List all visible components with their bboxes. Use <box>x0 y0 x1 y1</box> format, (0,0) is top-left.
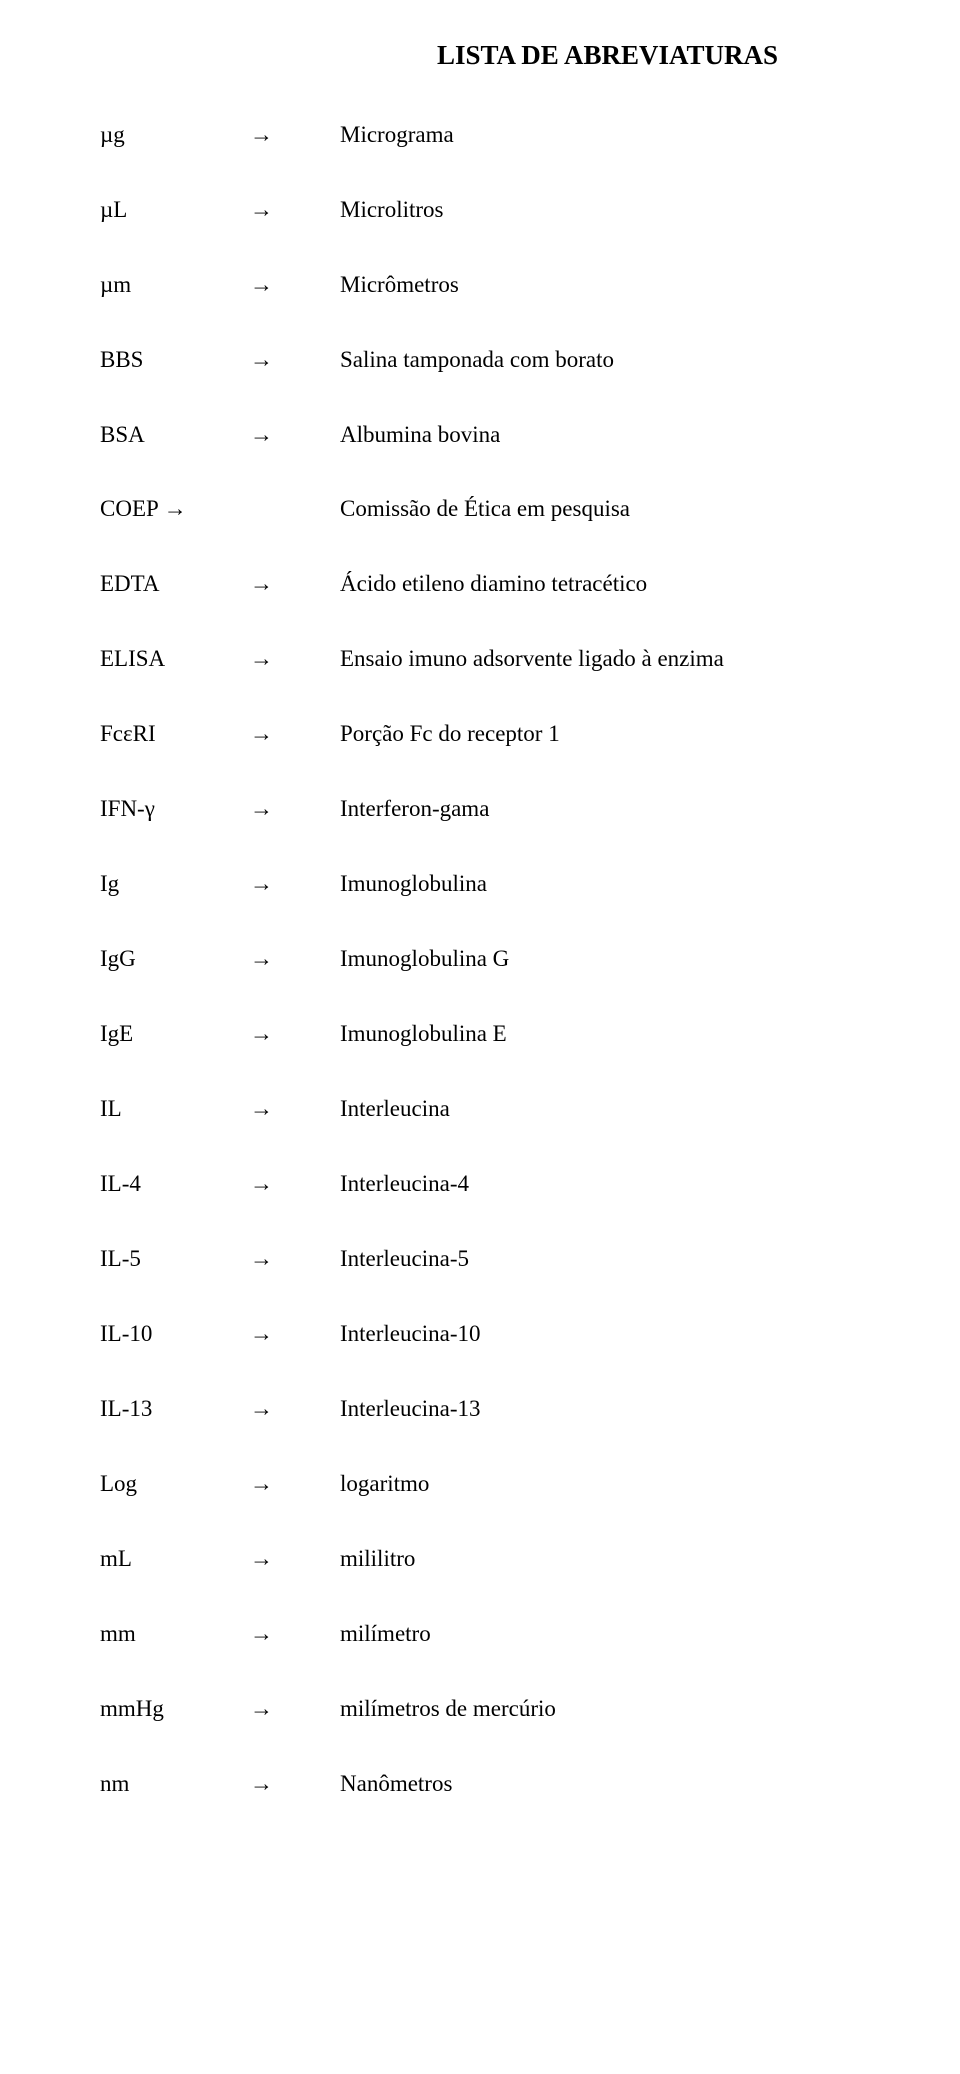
abbrev-value: mililitro <box>340 1546 880 1572</box>
abbrev-key: µL <box>100 197 250 223</box>
page-title: LISTA DE ABREVIATURAS <box>100 40 880 71</box>
abbrev-row: ELISA→Ensaio imuno adsorvente ligado à e… <box>100 645 880 672</box>
arrow-icon: → <box>250 795 340 822</box>
abbrev-key: IL-5 <box>100 1246 250 1272</box>
abbrev-value: Micrômetros <box>340 272 880 298</box>
abbrev-key: IL-13 <box>100 1396 250 1422</box>
abbrev-key: IL-10 <box>100 1321 250 1347</box>
abbrev-value: Nanômetros <box>340 1771 880 1797</box>
abbrev-key: IFN-γ <box>100 796 250 822</box>
arrow-icon: → <box>250 570 340 597</box>
abbrev-value: Imunoglobulina E <box>340 1021 880 1047</box>
abbrev-row: COEP → Comissão de Ética em pesquisa <box>100 496 880 522</box>
arrow-icon: → <box>250 271 340 298</box>
arrow-icon: → <box>250 1695 340 1722</box>
abbrev-row: BSA→Albumina bovina <box>100 421 880 448</box>
abbrev-key: FcεRI <box>100 721 250 747</box>
abbrev-value: Albumina bovina <box>340 422 880 448</box>
arrow-icon: → <box>250 1020 340 1047</box>
abbrev-value: Interleucina-13 <box>340 1396 880 1422</box>
abbrev-key: IL-4 <box>100 1171 250 1197</box>
abbrev-row: IL-5→Interleucina-5 <box>100 1245 880 1272</box>
abbrev-value: Ensaio imuno adsorvente ligado à enzima <box>340 646 880 672</box>
abbrev-value: Imunoglobulina <box>340 871 880 897</box>
abbrev-key: IgE <box>100 1021 250 1047</box>
abbrev-key: Ig <box>100 871 250 897</box>
abbrev-value: Interleucina-10 <box>340 1321 880 1347</box>
abbrev-value: Interleucina <box>340 1096 880 1122</box>
abbrev-row: IL-10→Interleucina-10 <box>100 1320 880 1347</box>
abbrev-row: mmHg→milímetros de mercúrio <box>100 1695 880 1722</box>
abbrev-row: EDTA→Ácido etileno diamino tetracético <box>100 570 880 597</box>
abbrev-row: µL→Microlitros <box>100 196 880 223</box>
abbrev-row: µg→Micrograma <box>100 121 880 148</box>
abbrev-key: BSA <box>100 422 250 448</box>
arrow-icon: → <box>250 645 340 672</box>
abbrev-value: Imunoglobulina G <box>340 946 880 972</box>
arrow-icon: → <box>250 1170 340 1197</box>
abbrev-row: Ig→Imunoglobulina <box>100 870 880 897</box>
abbrev-key: mm <box>100 1621 250 1647</box>
abbrev-value: milímetros de mercúrio <box>340 1696 880 1722</box>
abbrev-row: IgG→Imunoglobulina G <box>100 945 880 972</box>
abbrev-row: µm→Micrômetros <box>100 271 880 298</box>
abbrev-key: µg <box>100 122 250 148</box>
abbrev-key: nm <box>100 1771 250 1797</box>
abbrev-key: µm <box>100 272 250 298</box>
abbrev-value: Interleucina-5 <box>340 1246 880 1272</box>
abbrev-key: BBS <box>100 347 250 373</box>
arrow-icon: → <box>250 870 340 897</box>
abbrev-row: IL-13→Interleucina-13 <box>100 1395 880 1422</box>
abbrev-key: mmHg <box>100 1696 250 1722</box>
abbrev-value: Ácido etileno diamino tetracético <box>340 571 880 597</box>
abbrev-row: IL→Interleucina <box>100 1095 880 1122</box>
abbrev-key: IgG <box>100 946 250 972</box>
abbrev-value: logaritmo <box>340 1471 880 1497</box>
arrow-icon: → <box>250 196 340 223</box>
abbrev-row: mL→mililitro <box>100 1545 880 1572</box>
arrow-icon: → <box>250 421 340 448</box>
arrow-icon: → <box>250 346 340 373</box>
arrow-icon: → <box>250 1470 340 1497</box>
arrow-icon: → <box>250 1620 340 1647</box>
abbrev-value: milímetro <box>340 1621 880 1647</box>
arrow-icon: → <box>250 1395 340 1422</box>
arrow-icon: → <box>250 720 340 747</box>
arrow-icon: → <box>250 1545 340 1572</box>
abbrev-row: FcεRI→Porção Fc do receptor 1 <box>100 720 880 747</box>
abbrev-key: EDTA <box>100 571 250 597</box>
abbrev-value: Porção Fc do receptor 1 <box>340 721 880 747</box>
abbrev-key: COEP → <box>100 496 250 522</box>
arrow-icon: → <box>250 945 340 972</box>
abbrev-row: BBS→Salina tamponada com borato <box>100 346 880 373</box>
abbrev-key: ELISA <box>100 646 250 672</box>
arrow-icon: → <box>250 121 340 148</box>
abbrev-key: IL <box>100 1096 250 1122</box>
abbrev-value: Interleucina-4 <box>340 1171 880 1197</box>
abbrev-key: mL <box>100 1546 250 1572</box>
abbrev-row: mm→milímetro <box>100 1620 880 1647</box>
arrow-icon: → <box>250 1095 340 1122</box>
abbrev-value: Comissão de Ética em pesquisa <box>340 496 880 522</box>
arrow-icon: → <box>250 1320 340 1347</box>
abbrev-row: Log→logaritmo <box>100 1470 880 1497</box>
abbrev-row: IFN-γ→Interferon-gama <box>100 795 880 822</box>
abbrev-row: IL-4→Interleucina-4 <box>100 1170 880 1197</box>
abbrev-value: Micrograma <box>340 122 880 148</box>
abbrev-value: Salina tamponada com borato <box>340 347 880 373</box>
arrow-icon: → <box>250 1770 340 1797</box>
abbrev-key: Log <box>100 1471 250 1497</box>
abbrev-value: Microlitros <box>340 197 880 223</box>
abbrev-row: IgE→Imunoglobulina E <box>100 1020 880 1047</box>
abbrev-value: Interferon-gama <box>340 796 880 822</box>
abbrev-row: nm→Nanômetros <box>100 1770 880 1797</box>
abbreviation-table: µg→MicrogramaµL→Microlitrosµm→Micrômetro… <box>100 121 880 1797</box>
arrow-icon: → <box>250 1245 340 1272</box>
